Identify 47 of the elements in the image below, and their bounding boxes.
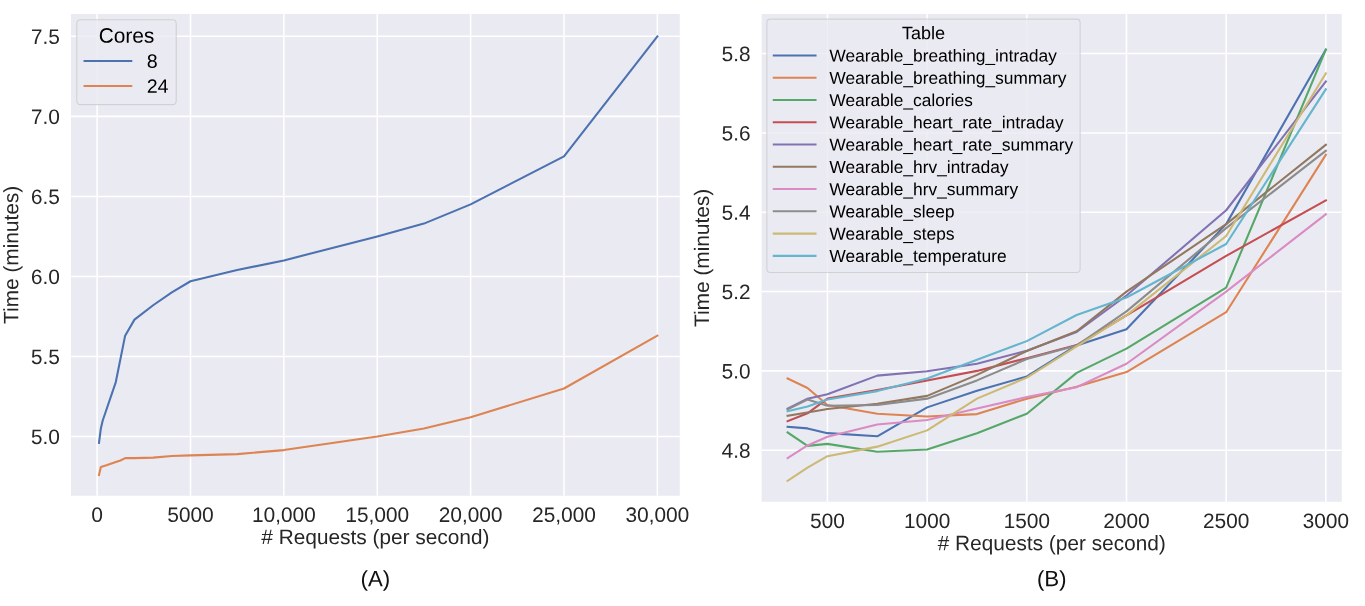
legend-label: 8 bbox=[147, 54, 157, 69]
x-tick-label: 1500 bbox=[1005, 513, 1050, 529]
y-tick-label: 5.0 bbox=[722, 363, 750, 379]
x-tick-label: 500 bbox=[810, 513, 845, 529]
y-tick-label: 7.0 bbox=[31, 109, 60, 125]
legend-label: Wearable_breathing_summary bbox=[829, 71, 1067, 88]
x-tick-label: 20,000 bbox=[439, 507, 502, 525]
line-series bbox=[97, 334, 659, 476]
legend-label: Wearable_sleep bbox=[829, 204, 954, 221]
y-tick-label: 5.5 bbox=[31, 349, 59, 365]
y-tick-label: 6.0 bbox=[31, 269, 60, 285]
legend-label: 24 bbox=[147, 79, 168, 93]
legend-title: Table bbox=[902, 26, 945, 40]
y-tick-label: 5.2 bbox=[722, 284, 750, 300]
x-tick-label: 30,000 bbox=[626, 507, 689, 525]
y-tick-label: 6.5 bbox=[31, 189, 59, 205]
x-tick-label: 2000 bbox=[1104, 513, 1149, 529]
x-tick-label: 25,000 bbox=[533, 507, 596, 525]
y-tick-label: 7.5 bbox=[31, 29, 59, 45]
y-tick-label: 4.8 bbox=[722, 443, 750, 458]
x-tick-label: 5000 bbox=[168, 507, 213, 523]
legend-label: Wearable_steps bbox=[829, 227, 954, 244]
legend-label: Wearable_heart_rate_summary bbox=[829, 138, 1074, 155]
line-series bbox=[786, 199, 1327, 423]
x-tick-label: 1000 bbox=[905, 513, 950, 529]
text: (B) bbox=[1038, 570, 1066, 591]
y-axis-title: Time (minutes) bbox=[693, 190, 714, 327]
y-tick-label: 5.6 bbox=[722, 125, 750, 141]
y-axis-title: Time (minutes) bbox=[3, 187, 23, 324]
y-tick-label: 5.8 bbox=[722, 46, 750, 62]
legend-label: Wearable_hrv_summary bbox=[829, 182, 1019, 199]
x-axis-title: # Requests (per second) bbox=[261, 529, 489, 549]
legend-label: Wearable_hrv_intraday bbox=[829, 160, 1009, 177]
legend-label: Wearable_temperature bbox=[829, 249, 1006, 266]
legend-label: Wearable_calories bbox=[829, 93, 973, 110]
x-axis-title: # Requests (per second) bbox=[937, 535, 1165, 555]
legend-label: Wearable_breathing_intraday bbox=[829, 49, 1057, 66]
x-tick-label: 2500 bbox=[1204, 513, 1249, 529]
y-tick-label: 5.0 bbox=[31, 429, 60, 445]
legend-label: Wearable_heart_rate_intraday bbox=[829, 115, 1064, 132]
y-tick-label: 5.4 bbox=[722, 205, 750, 220]
legend-title: Cores bbox=[99, 28, 154, 43]
x-tick-label: 3000 bbox=[1303, 513, 1349, 529]
x-tick-label: 15,000 bbox=[346, 507, 409, 525]
text: (A) bbox=[361, 570, 389, 591]
x-tick-label: 0 bbox=[92, 507, 103, 523]
x-tick-label: 10,000 bbox=[253, 507, 315, 525]
